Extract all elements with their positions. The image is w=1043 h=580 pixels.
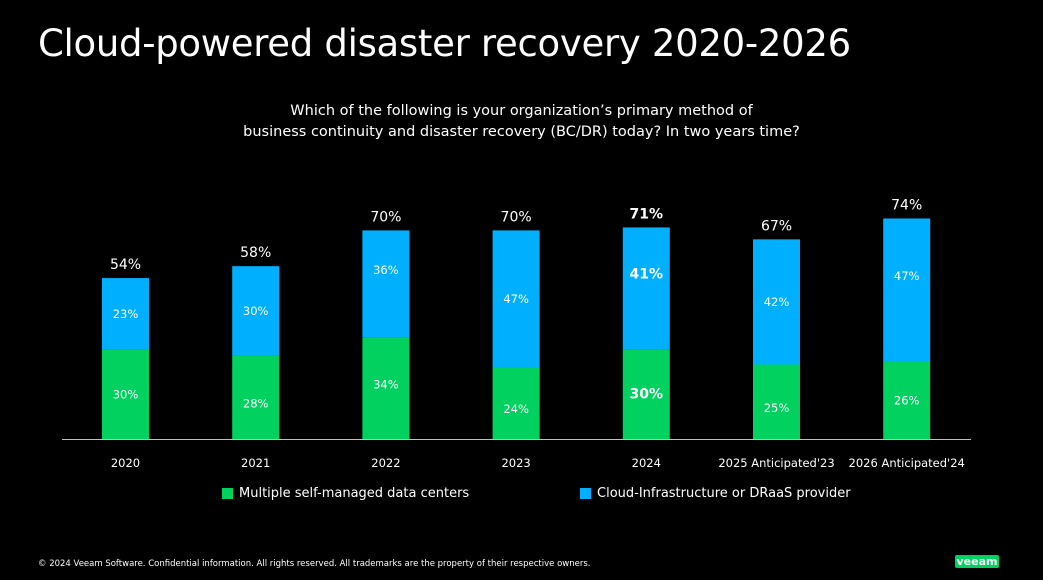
- data-label-cloud: 42%: [764, 295, 790, 309]
- bar-self-managed: [362, 337, 410, 439]
- legend-item-cloud: Cloud-Infrastructure or DRaaS provider: [580, 486, 851, 501]
- x-tick-label: 2023: [501, 456, 530, 470]
- legend-swatch-self-managed: [222, 488, 233, 499]
- legend-item-self-managed: Multiple self-managed data centers: [222, 486, 469, 501]
- data-label-self-managed: 28%: [243, 396, 269, 410]
- x-tick-label: 2024: [632, 456, 661, 470]
- x-tick-label: 2020: [111, 456, 140, 470]
- data-label-total: 70%: [501, 209, 532, 225]
- x-tick-label: 2025 Anticipated'23: [718, 456, 834, 470]
- chart-question: Which of the following is your organizat…: [0, 101, 1043, 143]
- data-label-cloud: 47%: [503, 292, 529, 306]
- bar-cloud: [232, 266, 280, 356]
- data-label-cloud: 30%: [243, 304, 269, 318]
- data-label-total: 58%: [240, 245, 271, 261]
- bar-cloud: [883, 218, 931, 362]
- veeam-logo: veeam: [955, 555, 999, 568]
- data-label-cloud: 47%: [894, 269, 920, 283]
- stacked-bar-chart: 30% 23% 54% 2020 28% 30% 58% 2021 34% 36% 70% 2022 2…: [62, 197, 971, 470]
- legend-swatch-cloud: [580, 488, 591, 499]
- question-line-2: business continuity and disaster recover…: [243, 124, 800, 140]
- data-label-self-managed: 24%: [503, 402, 529, 416]
- bar-self-managed: [883, 361, 931, 439]
- copyright-footer: © 2024 Veeam Software. Confidential info…: [38, 559, 591, 569]
- data-label-total: 71%: [630, 206, 664, 222]
- data-label-cloud: 23%: [113, 307, 139, 321]
- data-label-cloud: 41%: [630, 267, 664, 283]
- data-label-self-managed: 25%: [764, 401, 790, 415]
- data-label-cloud: 36%: [373, 263, 399, 277]
- page-title: Cloud-powered disaster recovery 2020-202…: [38, 22, 851, 65]
- data-label-self-managed: 34%: [373, 377, 399, 391]
- bar-self-managed: [102, 349, 149, 439]
- bar-cloud: [622, 227, 670, 350]
- data-label-self-managed: 26%: [894, 393, 920, 407]
- bar-cloud: [753, 239, 800, 365]
- bar-cloud: [102, 278, 149, 350]
- legend-label-self-managed: Multiple self-managed data centers: [239, 486, 470, 501]
- bar-self-managed: [232, 355, 280, 439]
- legend-label-cloud: Cloud-Infrastructure or DRaaS provider: [597, 486, 851, 501]
- data-label-self-managed: 30%: [113, 387, 139, 401]
- x-tick-label: 2022: [371, 456, 400, 470]
- data-label-total: 70%: [370, 209, 401, 225]
- bar-self-managed: [753, 364, 800, 439]
- bar-self-managed: [492, 367, 540, 439]
- bar-cloud: [492, 230, 540, 368]
- data-label-total: 74%: [891, 197, 922, 213]
- bar-cloud: [362, 230, 410, 338]
- data-label-self-managed: 30%: [630, 386, 664, 402]
- question-line-1: Which of the following is your organizat…: [290, 103, 753, 119]
- bar-self-managed: [622, 349, 670, 439]
- data-label-total: 67%: [761, 218, 792, 234]
- x-tick-label: 2026 Anticipated'24: [849, 456, 965, 470]
- x-tick-label: 2021: [241, 456, 270, 470]
- data-label-total: 54%: [110, 257, 141, 273]
